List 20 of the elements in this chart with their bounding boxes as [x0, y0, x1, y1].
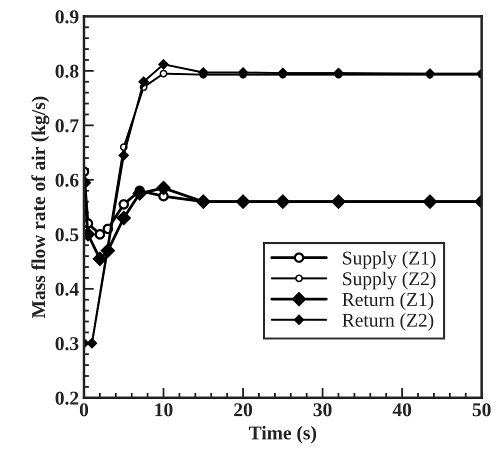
y-tick-label: 0.4: [56, 282, 79, 296]
y-tick-label: 0.6: [56, 174, 79, 187]
legend-label: Supply (Z2): [343, 272, 436, 290]
x-tick-label: 50: [472, 403, 491, 416]
y-tick-label: 0.2: [56, 392, 78, 405]
x-axis-title: Time (s): [249, 426, 316, 444]
y-tick-label: 0.3: [56, 337, 78, 350]
x-tick-label: 30: [314, 403, 332, 416]
x-tick-label: 0: [80, 403, 88, 416]
legend-label: Return (Z2): [342, 313, 434, 331]
y-tick-label: 0.5: [56, 228, 78, 242]
legend-label: Return (Z1): [342, 292, 434, 310]
legend-label: Supply (Z1): [343, 250, 436, 269]
x-tick-label: 40: [392, 403, 412, 416]
y-axis-title: Mass flow rate of air (kg/s): [31, 96, 50, 318]
y-tick-label: 0.9: [56, 10, 78, 24]
y-tick-label: 0.8: [56, 64, 78, 78]
x-tick-label: 20: [234, 403, 252, 416]
x-tick-label: 10: [155, 403, 172, 416]
y-tick-label: 0.7: [56, 119, 79, 132]
